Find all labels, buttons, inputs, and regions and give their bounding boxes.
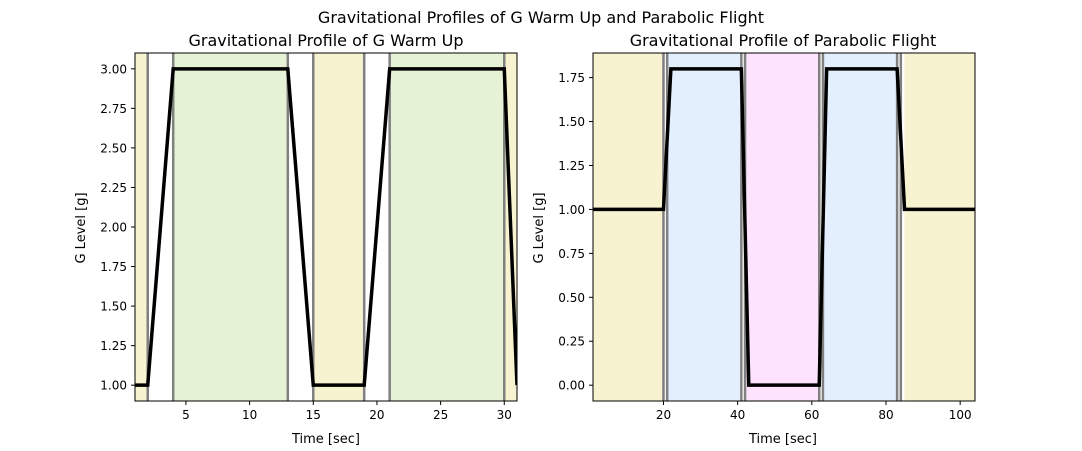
chart-left-title: Gravitational Profile of G Warm Up bbox=[188, 31, 463, 50]
chart-left-band bbox=[313, 53, 365, 401]
chart-left-ytick-label: 1.25 bbox=[100, 339, 127, 353]
chart-left-band bbox=[389, 53, 505, 401]
chart-left: Gravitational Profile of G Warm Up Time … bbox=[74, 31, 518, 447]
chart-left-ytick-label: 2.75 bbox=[100, 102, 127, 116]
chart-right-ytick-label: 0.50 bbox=[558, 291, 585, 305]
chart-right-ylabel: G Level [g] bbox=[532, 192, 547, 263]
chart-right-ytick-label: 1.25 bbox=[558, 159, 585, 173]
chart-right-xtick-label: 80 bbox=[878, 408, 893, 422]
chart-right-xtick-label: 60 bbox=[804, 408, 819, 422]
chart-left-band bbox=[135, 53, 148, 401]
chart-left-ytick-label: 2.25 bbox=[100, 181, 127, 195]
chart-left-xtick-label: 20 bbox=[369, 408, 384, 422]
chart-left-ylabel: G Level [g] bbox=[74, 192, 89, 263]
chart-right-ytick-label: 0.25 bbox=[558, 335, 585, 349]
chart-left-ytick-label: 2.50 bbox=[100, 141, 127, 155]
chart-right-band bbox=[822, 53, 898, 401]
chart-left-xlabel: Time [sec] bbox=[291, 432, 360, 447]
chart-right-xtick-label: 100 bbox=[949, 408, 972, 422]
chart-left-xtick-label: 30 bbox=[497, 408, 512, 422]
chart-right-ytick-label: 1.75 bbox=[558, 71, 585, 85]
chart-right-xlabel: Time [sec] bbox=[748, 432, 817, 447]
chart-right-g-level-line bbox=[593, 67, 975, 387]
chart-right-ytick-label: 1.00 bbox=[558, 203, 585, 217]
chart-right-band bbox=[904, 53, 975, 401]
chart-right-xtick-label: 20 bbox=[656, 408, 671, 422]
chart-right-ytick-label: 0.75 bbox=[558, 247, 585, 261]
chart-left-xtick-label: 15 bbox=[306, 408, 321, 422]
chart-right: Gravitational Profile of Parabolic Fligh… bbox=[532, 31, 976, 447]
chart-left-xtick-label: 10 bbox=[242, 408, 257, 422]
chart-left-ytick-label: 1.50 bbox=[100, 300, 127, 314]
chart-right-title: Gravitational Profile of Parabolic Fligh… bbox=[630, 31, 937, 50]
chart-right-axes-frame bbox=[592, 52, 976, 402]
chart-left-band bbox=[173, 53, 288, 401]
chart-left-ytick-label: 2.00 bbox=[100, 221, 127, 235]
chart-right-band bbox=[593, 53, 664, 401]
chart-left-xtick-label: 5 bbox=[182, 408, 190, 422]
chart-left-xtick-label: 25 bbox=[433, 408, 448, 422]
chart-left-ytick-label: 1.75 bbox=[100, 260, 127, 274]
chart-right-xtick-label: 40 bbox=[730, 408, 745, 422]
chart-right-ytick-label: 1.50 bbox=[558, 115, 585, 129]
chart-left-ytick-label: 3.00 bbox=[100, 62, 127, 76]
chart-right-ytick-label: 0.00 bbox=[558, 379, 585, 393]
chart-left-g-level-line bbox=[135, 67, 517, 387]
chart-right-band bbox=[745, 53, 820, 401]
figure-suptitle: Gravitational Profiles of G Warm Up and … bbox=[318, 8, 764, 27]
chart-right-band bbox=[667, 53, 742, 401]
chart-left-ytick-label: 1.00 bbox=[100, 379, 127, 393]
